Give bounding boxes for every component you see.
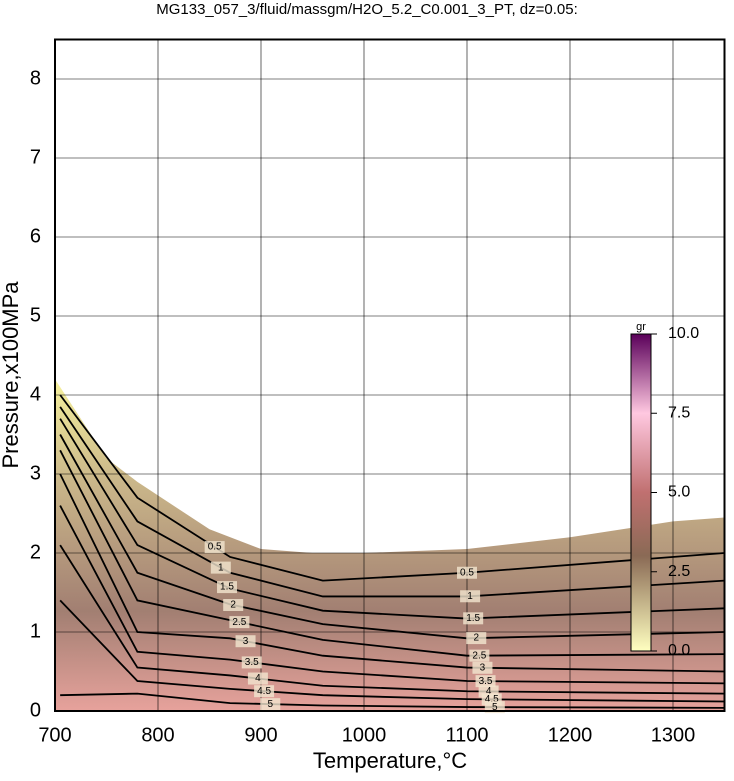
colorbar-tick-label: 7.5: [668, 404, 690, 421]
contour-label: 1: [467, 591, 473, 602]
colorbar-tick-label: 2.5: [668, 563, 690, 580]
contour-label: 2.5: [232, 617, 246, 628]
contour-line: [59, 505, 725, 685]
contour-label: 0.5: [460, 567, 474, 578]
contour-label: 0.5: [208, 542, 222, 553]
contour-label-bg: [210, 561, 231, 574]
contour-label: 1.5: [466, 613, 480, 624]
contour-line: [59, 449, 725, 657]
contour-label: 5: [267, 699, 273, 710]
contour-line: [59, 599, 725, 703]
contour-label: 1.5: [220, 582, 234, 593]
contour-label-bg: [475, 675, 496, 688]
y-tick-label: 3: [30, 462, 41, 484]
contour-label-bg: [223, 599, 244, 612]
x-tick-label: 700: [38, 724, 71, 746]
contour-label-bg: [217, 581, 238, 594]
colorbar-tick-label: 5.0: [668, 484, 690, 501]
field: [55, 379, 725, 711]
contour-label: 2.5: [472, 650, 486, 661]
contour-label: 3.5: [245, 657, 259, 668]
contour-label-bg: [229, 616, 250, 629]
contour-label: 4.5: [257, 686, 271, 697]
contour-label: 3.5: [479, 676, 493, 687]
plot-frame: [54, 38, 726, 712]
contour-label-bg: [247, 672, 268, 685]
y-tick-label: 4: [30, 383, 41, 405]
contour-label-bg: [260, 698, 281, 711]
x-tick-label: 900: [244, 724, 277, 746]
contour-label: 4: [255, 673, 261, 684]
contour-label-bg: [466, 632, 487, 645]
x-tick-label: 1300: [651, 724, 696, 746]
x-tick-label: 800: [141, 724, 174, 746]
contour-label-bg: [463, 612, 484, 625]
y-tick-label: 7: [30, 146, 41, 168]
contour-label: 5: [492, 702, 498, 713]
y-tick-label: 8: [30, 67, 41, 89]
contour-label-bg: [460, 590, 481, 603]
contour-label-bg: [457, 566, 477, 579]
x-axis-label: Temperature,°C: [313, 748, 467, 773]
contour-line: [59, 473, 725, 673]
colorbar-label: gr: [636, 321, 646, 333]
contour-line: [59, 394, 725, 582]
contour-label-bg: [241, 656, 262, 669]
y-tick-label: 5: [30, 304, 41, 326]
contour-line: [59, 406, 725, 598]
colorbar: [630, 333, 652, 652]
contour-label: 3: [480, 662, 486, 673]
contour-label-bg: [472, 661, 493, 674]
chart-title: MG133_057_3/fluid/massgm/H2O_5.2_C0.001_…: [156, 1, 578, 18]
x-tick-label: 1100: [445, 724, 488, 746]
contour-label: 4.5: [485, 694, 499, 705]
contour-label-bg: [204, 541, 225, 554]
contour-line: [59, 434, 725, 640]
contour-line: [59, 418, 725, 620]
contour-line: [59, 544, 725, 695]
colorbar-tick-label: 10.0: [668, 325, 699, 342]
x-tick-label: 1200: [548, 724, 593, 746]
contour-label: 3: [243, 636, 249, 647]
y-tick-label: 2: [30, 541, 41, 563]
contour-label: 1: [218, 562, 224, 573]
contour-label-bg: [235, 635, 256, 648]
y-axis-label: Pressure,x100MPa: [0, 281, 23, 469]
y-tick-label: 6: [30, 225, 41, 247]
x-tick-label: 1000: [342, 724, 387, 746]
contour-label-bg: [469, 649, 490, 662]
y-tick-label: 1: [30, 620, 41, 642]
contour-label: 2: [473, 633, 479, 644]
colorbar-tick-label: 0.0: [668, 642, 690, 659]
y-tick-label: 0: [30, 699, 41, 721]
contour-label: 4: [486, 686, 492, 697]
contour-label-bg: [254, 685, 275, 698]
contour-label: 2: [230, 600, 236, 611]
